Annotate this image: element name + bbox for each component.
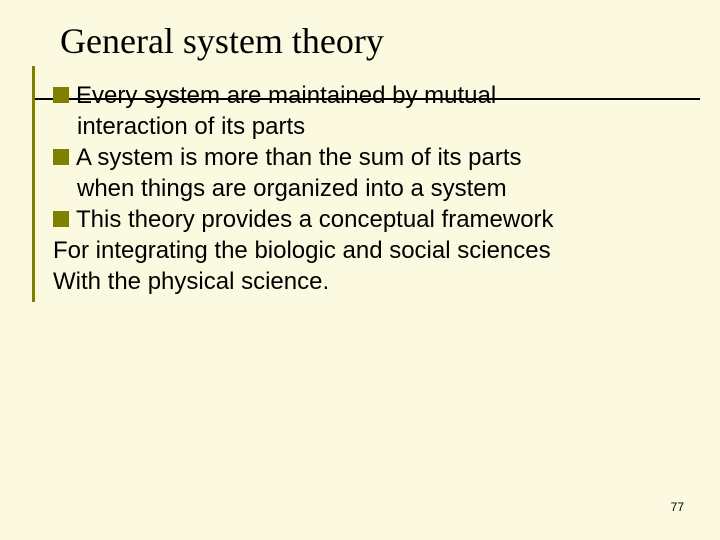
body-line-text: With the physical science. xyxy=(53,268,329,295)
slide-title: General system theory xyxy=(60,20,384,62)
body-line-text: Every system are maintained by mutual xyxy=(76,82,496,109)
body-line: interaction of its parts xyxy=(53,111,554,142)
left-vertical-accent xyxy=(32,66,35,302)
body-line-text: when things are organized into a system xyxy=(77,175,507,202)
body-line-text: For integrating the biologic and social … xyxy=(53,237,551,264)
body-line: A system is more than the sum of its par… xyxy=(53,142,554,173)
square-bullet-icon xyxy=(53,87,69,103)
body-line: when things are organized into a system xyxy=(53,173,554,204)
square-bullet-icon xyxy=(53,211,69,227)
body-line-text: interaction of its parts xyxy=(77,113,305,140)
body-line: For integrating the biologic and social … xyxy=(53,235,554,266)
body-text: Every system are maintained by mutual int… xyxy=(53,80,554,297)
body-line: This theory provides a conceptual framew… xyxy=(53,204,554,235)
body-line: With the physical science. xyxy=(53,266,554,297)
body-line-text: This theory provides a conceptual framew… xyxy=(76,206,554,233)
body-line-text: A system is more than the sum of its par… xyxy=(76,144,522,171)
square-bullet-icon xyxy=(53,149,69,165)
body-line: Every system are maintained by mutual xyxy=(53,80,554,111)
page-number: 77 xyxy=(671,500,684,514)
slide: General system theory Every system are m… xyxy=(0,0,720,540)
